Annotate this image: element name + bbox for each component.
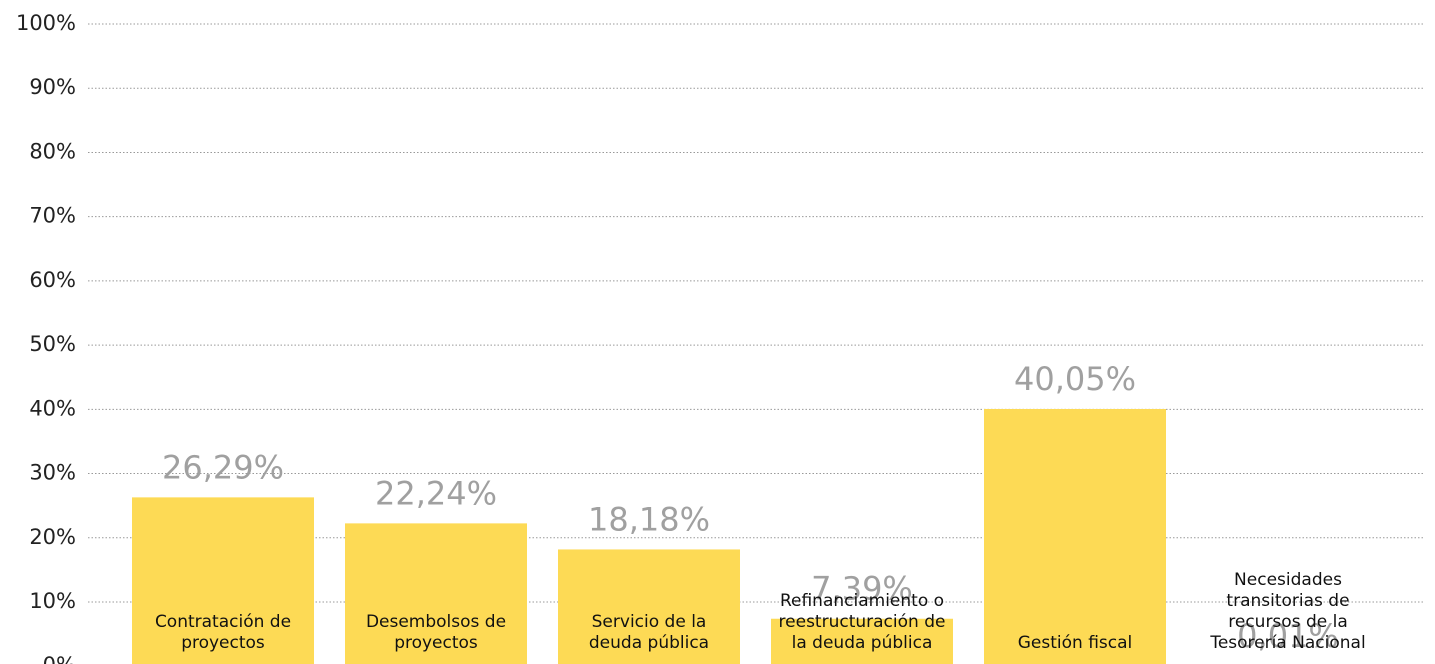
category-label: Refinanciamiento o reestructuración de l…: [778, 591, 946, 653]
category-label: Contratación de proyectos: [154, 612, 292, 653]
y-tick-label: 90%: [29, 75, 76, 99]
bar: [984, 408, 1166, 664]
y-tick-label: 100%: [16, 11, 76, 35]
y-tick-label: 10%: [29, 589, 76, 613]
category-label: Desembolsos de proyectos: [365, 612, 507, 653]
value-label: 18,18%: [588, 500, 710, 538]
bar: [345, 523, 527, 664]
category-label: Necesidades transitorias de recursos de …: [1210, 570, 1366, 653]
value-label: 0,01%: [1237, 617, 1339, 655]
value-label: 22,24%: [375, 474, 497, 512]
category-label: Servicio de la deuda pública: [588, 612, 710, 653]
y-tick-label: 80%: [29, 139, 76, 163]
category-label: Gestión fiscal: [1017, 633, 1133, 653]
y-tick-label: 50%: [29, 332, 76, 356]
value-label: 40,05%: [1014, 360, 1136, 398]
y-tick-label: 40%: [29, 396, 76, 420]
y-tick-label: 70%: [29, 204, 76, 228]
bar: [558, 549, 740, 664]
bar: [132, 497, 314, 664]
value-label: 7,39%: [811, 570, 913, 608]
y-tick-label: 0%: [43, 653, 76, 664]
y-tick-label: 60%: [29, 268, 76, 292]
y-tick-label: 20%: [29, 525, 76, 549]
value-label: 26,29%: [162, 448, 284, 486]
bar: [771, 618, 953, 664]
y-tick-label: 30%: [29, 461, 76, 485]
